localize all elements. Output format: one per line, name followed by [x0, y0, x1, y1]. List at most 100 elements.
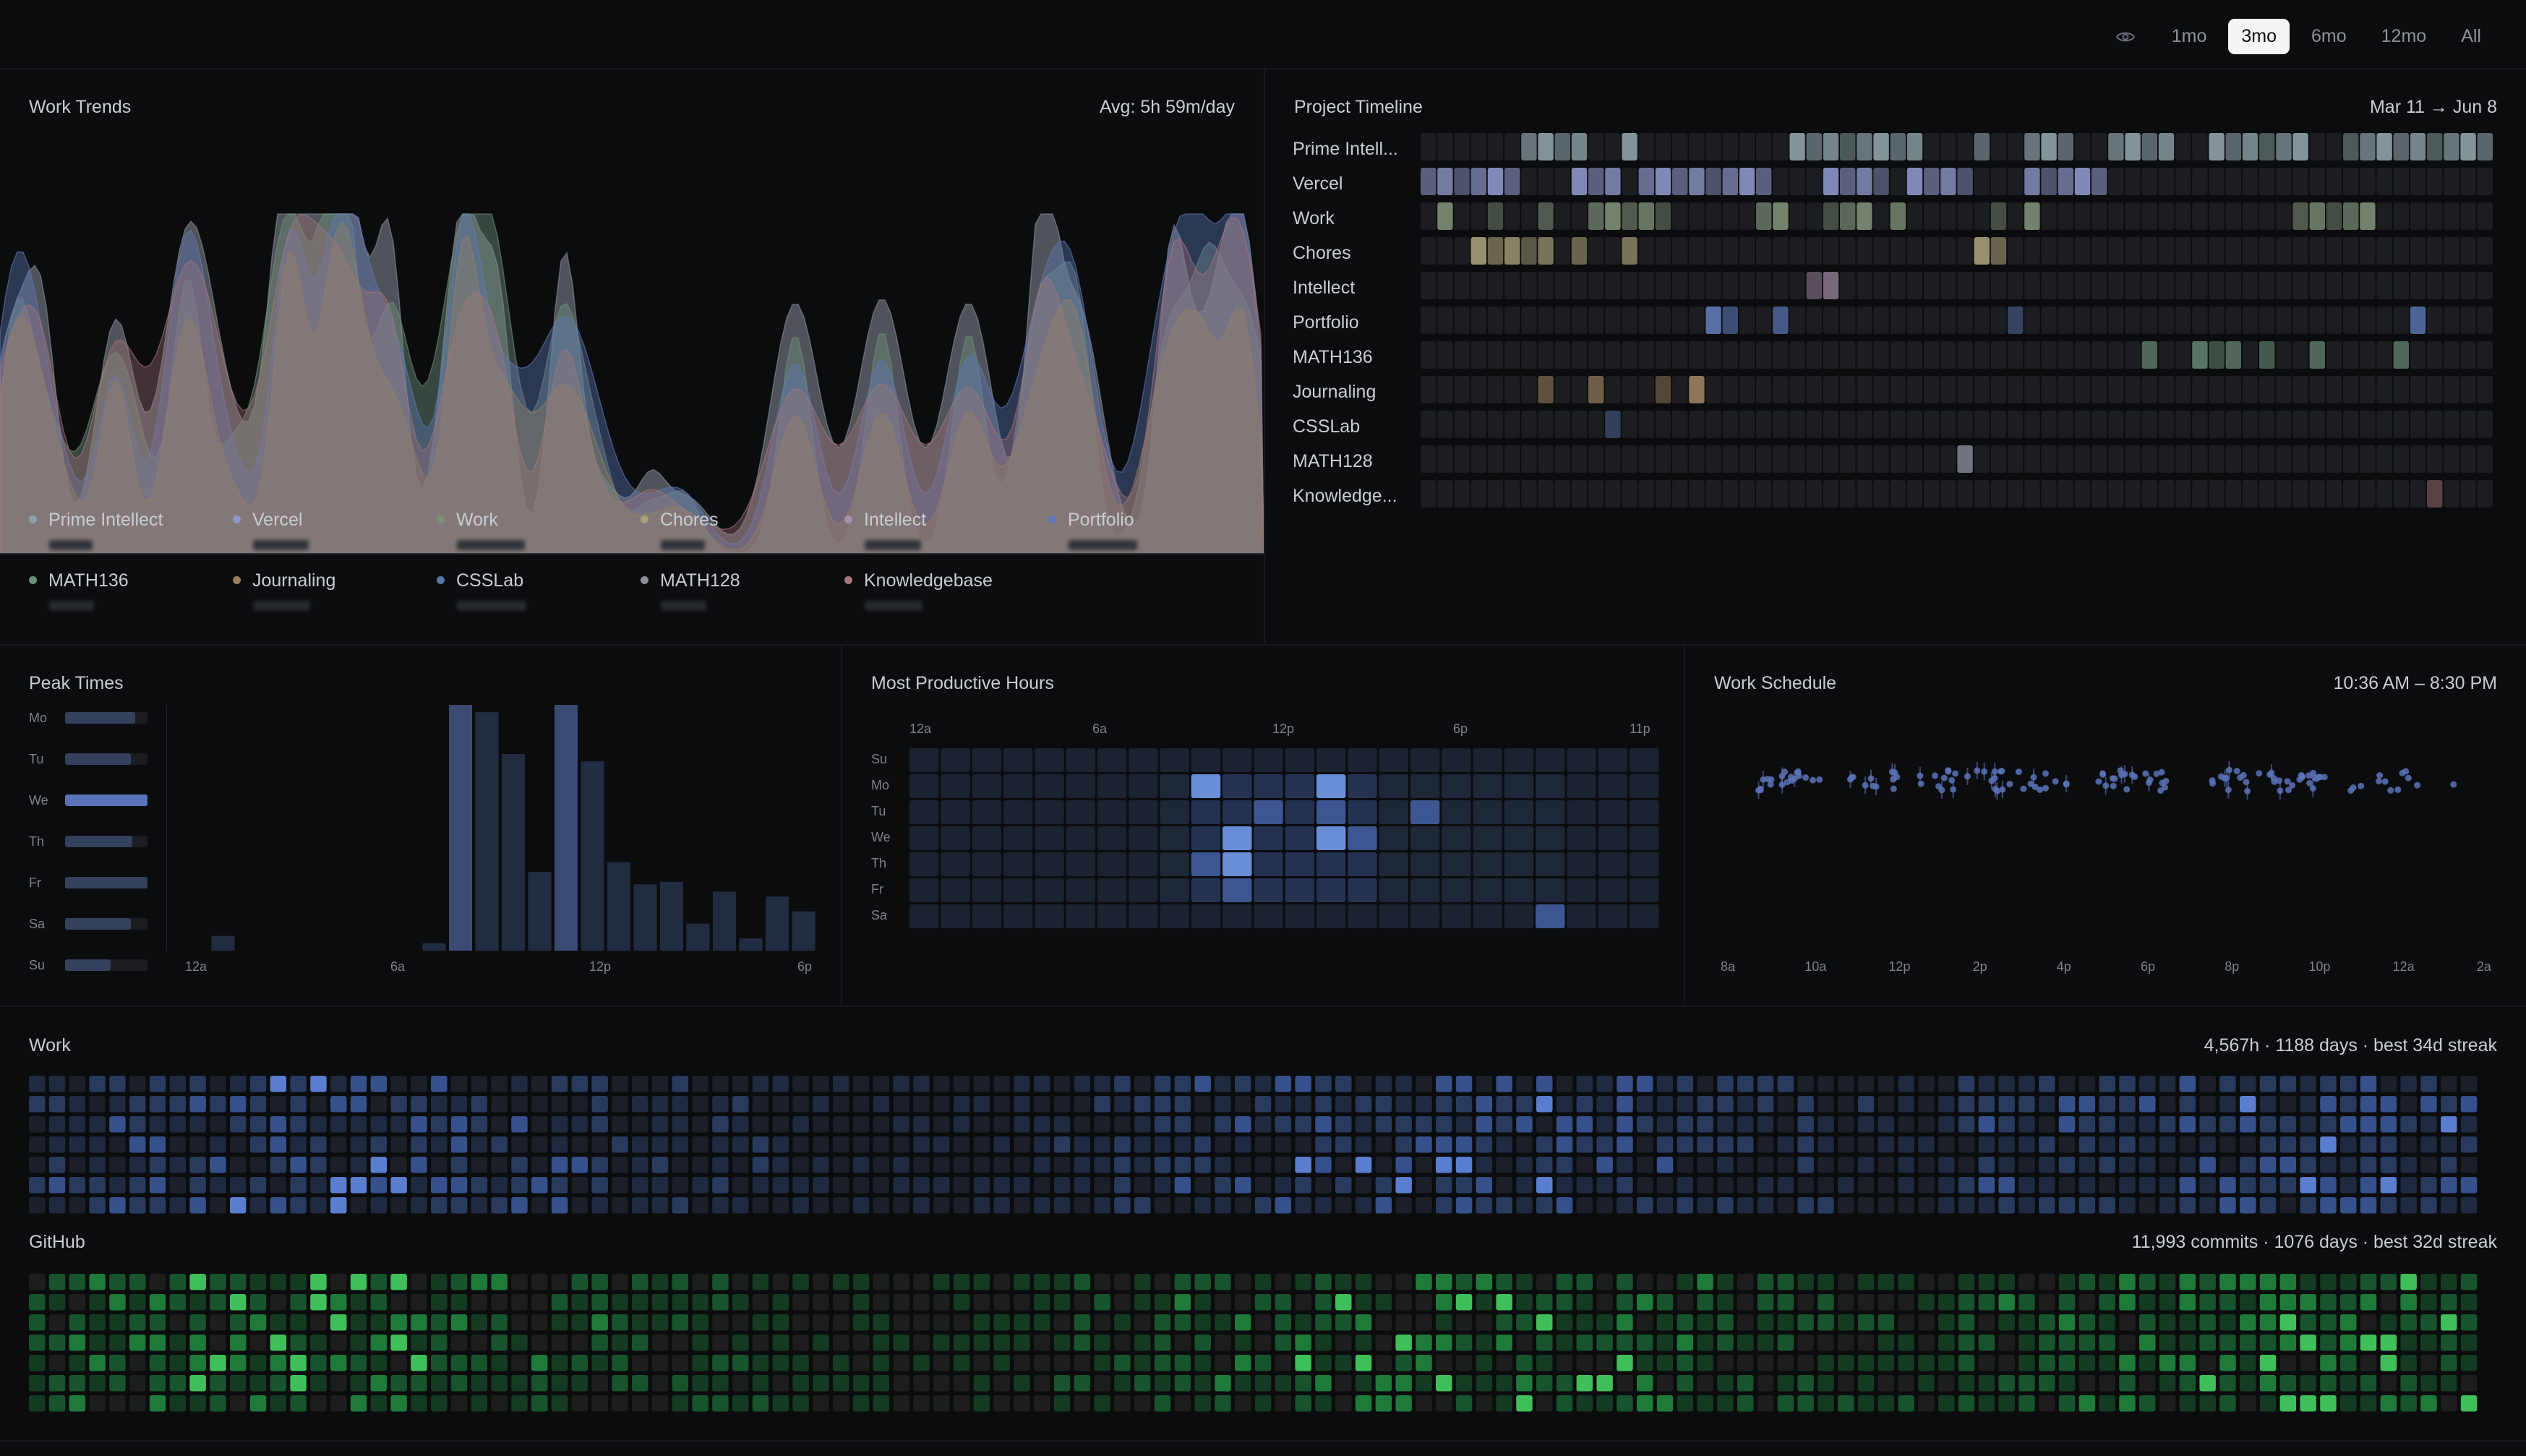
- prod-cell: [1254, 748, 1283, 772]
- heat-cell: [2219, 1355, 2236, 1371]
- prod-cell: [909, 800, 939, 824]
- timeline-cell: [1437, 445, 1453, 473]
- heat-cell: [290, 1335, 307, 1351]
- heat-cell: [531, 1355, 548, 1371]
- heat-cell: [1034, 1375, 1050, 1392]
- peak-times-panel: Peak Times: [0, 646, 841, 1006]
- range-option-12mo[interactable]: 12mo: [2381, 26, 2427, 46]
- heat-cell: [732, 1355, 749, 1371]
- peak-day-bar-4: [65, 877, 147, 888]
- range-option-3mo[interactable]: 3mo: [2228, 19, 2290, 54]
- timeline-cell: [2074, 237, 2091, 265]
- heat-cell: [2199, 1355, 2216, 1371]
- heat-cell: [1838, 1116, 1854, 1133]
- heat-cell: [48, 1197, 66, 1214]
- heat-cell: [1395, 1177, 1412, 1194]
- heat-cell: [69, 1157, 86, 1173]
- heat-cell: [1878, 1355, 1895, 1371]
- heat-cell: [712, 1076, 729, 1092]
- timeline-cell: [1840, 480, 1856, 508]
- heat-cell: [1637, 1157, 1653, 1173]
- timeline-cell: [1705, 237, 1721, 265]
- heat-cell: [1114, 1136, 1131, 1153]
- range-option-6mo[interactable]: 6mo: [2311, 26, 2347, 46]
- timeline-cell: [1756, 376, 1772, 403]
- heat-cell: [2159, 1096, 2176, 1113]
- heat-cell: [672, 1335, 689, 1351]
- schedule-point: [2110, 782, 2117, 789]
- heat-cell: [1114, 1177, 1131, 1194]
- heat-cell: [169, 1116, 187, 1133]
- heat-cell: [933, 1314, 950, 1331]
- heat-cell: [2240, 1294, 2256, 1311]
- prod-x-tick-1: 6a: [1092, 721, 1108, 736]
- timeline-cell: [2460, 202, 2476, 230]
- heat-cell: [973, 1177, 990, 1194]
- timeline-cell: [1857, 272, 1872, 299]
- heat-cell: [1617, 1157, 1633, 1173]
- timeline-label-9: MATH128: [1293, 451, 1373, 471]
- timeline-label-4: Intellect: [1293, 278, 1356, 298]
- timeline-cell: [1873, 168, 1889, 195]
- timeline-cell: [1990, 445, 2007, 473]
- timeline-cell: [2242, 480, 2259, 508]
- timeline-cell: [1487, 202, 1504, 230]
- heat-cell: [29, 1177, 46, 1194]
- peak-day-label-6: Su: [29, 958, 46, 972]
- heat-cell: [632, 1355, 648, 1371]
- heat-cell: [471, 1274, 488, 1290]
- heat-cell: [129, 1177, 146, 1194]
- eye-icon[interactable]: [2112, 24, 2138, 50]
- heat-cell: [2300, 1395, 2316, 1412]
- heat-cell: [491, 1157, 508, 1173]
- prod-cell: [1629, 852, 1659, 876]
- heat-cell: [873, 1274, 890, 1290]
- heat-cell: [1918, 1395, 1935, 1412]
- heat-cell: [2219, 1096, 2236, 1113]
- prod-cell: [1003, 904, 1033, 928]
- heat-cell: [149, 1355, 166, 1371]
- heat-cell: [2259, 1177, 2277, 1194]
- prod-cell: [909, 774, 939, 798]
- heat-cell: [2380, 1116, 2397, 1133]
- prod-cell: [1129, 878, 1158, 902]
- heat-cell: [48, 1375, 66, 1392]
- prod-cell: [1536, 774, 1565, 798]
- heat-cell: [2240, 1274, 2256, 1290]
- timeline-cell: [2225, 133, 2241, 160]
- heat-cell: [852, 1177, 870, 1194]
- heat-cell: [2099, 1136, 2115, 1153]
- legend-dot-3: [641, 515, 648, 523]
- heat-cell: [672, 1096, 689, 1113]
- prod-cell: [1504, 878, 1534, 902]
- range-option-1mo[interactable]: 1mo: [2171, 26, 2207, 46]
- heat-cell: [1275, 1197, 1292, 1214]
- heat-cell: [1476, 1355, 1493, 1371]
- heat-cell: [29, 1076, 46, 1092]
- timeline-cell: [1689, 202, 1705, 230]
- timeline-cell: [2242, 133, 2259, 160]
- heat-cell: [1978, 1116, 1995, 1133]
- schedule-point: [1932, 772, 1939, 779]
- heat-cell: [2279, 1157, 2297, 1173]
- heat-cell: [2119, 1335, 2136, 1351]
- heat-cell: [1134, 1096, 1151, 1113]
- heat-cell: [390, 1116, 407, 1133]
- timeline-cell: [1789, 307, 1805, 334]
- timeline-cell: [1554, 445, 1570, 473]
- timeline-cell: [1454, 237, 1470, 265]
- timeline-cell: [2393, 168, 2409, 195]
- heat-cell: [1194, 1076, 1211, 1092]
- timeline-cell: [2309, 341, 2325, 369]
- timeline-cell: [2058, 341, 2073, 369]
- heat-cell: [1275, 1355, 1292, 1371]
- timeline-cell: [1789, 133, 1805, 160]
- range-option-all[interactable]: All: [2461, 26, 2481, 46]
- heat-cell: [1576, 1197, 1593, 1214]
- heat-cell: [1898, 1116, 1914, 1133]
- prod-cell: [1379, 774, 1408, 798]
- heat-cell: [2099, 1076, 2115, 1092]
- divider: [1684, 646, 1685, 1006]
- heat-cell: [1998, 1294, 2015, 1311]
- timeline-cell: [2209, 272, 2225, 299]
